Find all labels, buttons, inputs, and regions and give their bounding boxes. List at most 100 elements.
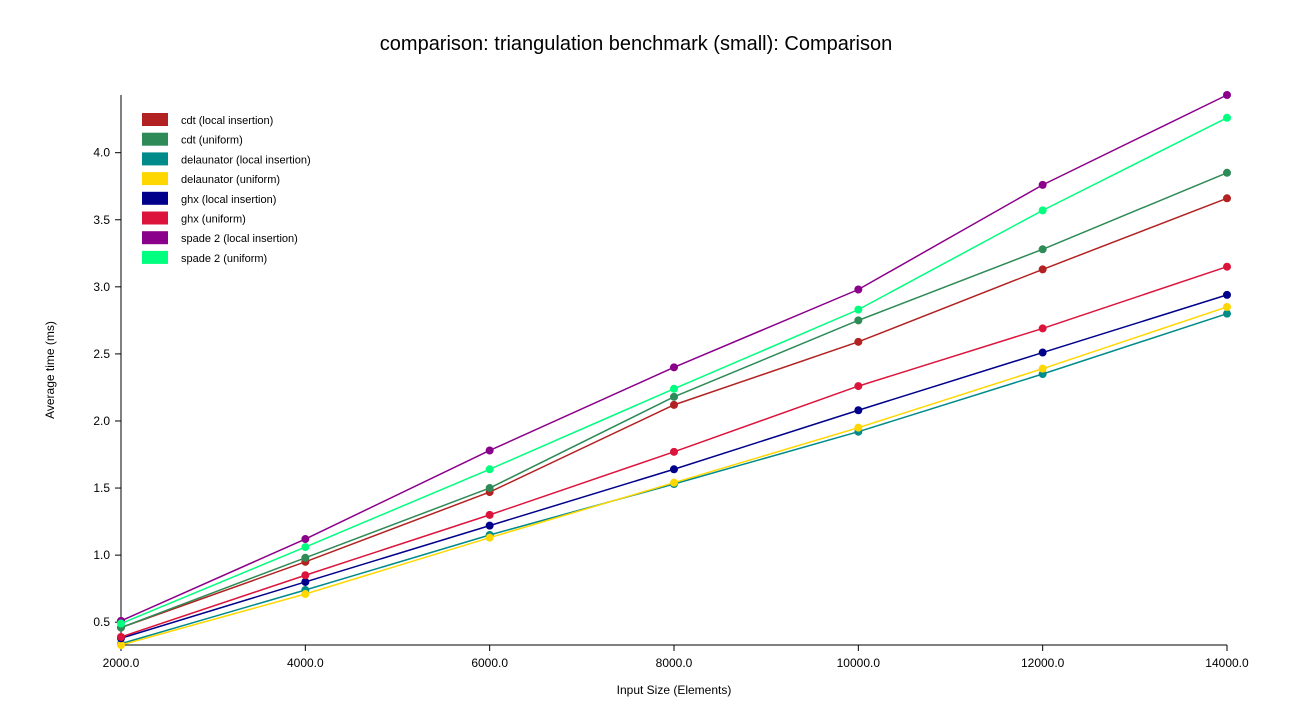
data-point [1223,302,1231,311]
data-point [1223,113,1231,122]
data-point [485,446,494,455]
legend-swatch [142,231,168,245]
series-spade-2-local-insertion- [117,91,1231,625]
data-point [1038,180,1047,189]
x-tick-label: 6000.0 [471,656,508,670]
y-axis-label: Average time (ms) [43,321,57,419]
data-point [670,447,678,456]
legend-label: ghx (uniform) [181,214,246,226]
data-point [1223,91,1231,99]
legend-item: ghx (local insertion) [142,191,276,206]
legend: cdt (local insertion) cdt (uniform) delaun… [142,113,311,265]
data-point [1038,324,1047,333]
series-ghx-uniform- [117,262,1231,641]
x-tick-label: 14000.0 [1205,656,1249,670]
legend-swatch [142,191,168,205]
legend-swatch [142,152,168,166]
series-cdt-uniform- [117,168,1231,632]
data-point [301,535,310,544]
legend-swatch [142,113,168,126]
legend-label: delaunator (uniform) [181,174,280,186]
data-point [1038,206,1047,215]
data-point [670,478,678,487]
y-tick-label: 3.5 [93,213,110,227]
data-point [854,406,863,415]
data-point [854,285,863,294]
data-point [670,384,678,393]
legend-item: cdt (uniform) [142,132,243,147]
data-point [1038,364,1047,373]
y-tick-label: 2.5 [93,347,110,361]
x-tick-label: 10000.0 [837,656,881,670]
legend-item: ghx (uniform) [142,211,246,226]
legend-swatch [142,211,168,225]
chart-title: comparison: triangulation benchmark (sma… [380,33,892,55]
data-point [117,619,125,628]
series-delaunator-local-insertion- [117,309,1231,648]
series-delaunator-uniform- [117,302,1231,649]
y-tick-label: 1.5 [93,481,110,495]
data-point [670,465,678,474]
data-point [117,632,125,641]
y-axis: 0.5 1.0 1.5 2.0 2.5 3.0 3.5 4.0 [93,95,122,645]
data-point [1038,245,1047,254]
data-point [1223,309,1231,318]
legend-item: spade 2 (local insertion) [142,231,298,245]
data-point [670,400,678,409]
series-line [120,94,1228,622]
x-tick-label: 4000.0 [287,656,324,670]
data-point [1038,348,1047,357]
data-point [301,577,310,586]
data-point [117,641,125,649]
data-point [485,484,494,493]
series-line [120,306,1228,646]
data-point [301,543,310,552]
legend-label: cdt (local insertion) [181,115,273,127]
legend-swatch [142,172,168,186]
data-point [854,337,863,346]
data-point [301,553,310,562]
data-point [670,363,678,372]
y-tick-label: 3.0 [93,280,110,294]
legend-item: delaunator (local insertion) [142,152,311,166]
legend-label: spade 2 (uniform) [181,253,267,265]
legend-swatch [142,250,168,264]
series-layer [117,91,1231,649]
data-point [485,465,494,474]
legend-label: spade 2 (local insertion) [181,233,298,245]
y-tick-label: 2.0 [93,414,110,428]
data-point [485,510,494,519]
data-point [854,382,863,391]
data-point [301,590,310,599]
y-tick-label: 4.0 [93,146,110,160]
legend-label: cdt (uniform) [181,135,243,147]
x-tick-label: 8000.0 [656,656,693,670]
legend-label: ghx (local insertion) [181,194,276,206]
x-axis: 2000.0 4000.0 6000.0 8000.0 10000.0 12000.0 14… [103,644,1249,670]
y-tick-label: 0.5 [93,615,110,629]
data-point [485,533,494,542]
data-point [485,521,494,530]
data-point [854,423,863,432]
series-spade-2-uniform- [117,113,1231,628]
legend-label: delaunator (local insertion) [181,154,311,166]
legend-item: cdt (local insertion) [142,113,273,127]
data-point [670,392,678,401]
series-ghx-local-insertion- [117,290,1231,643]
data-point [1223,194,1231,203]
x-axis-label: Input Size (Elements) [617,683,732,697]
data-point [301,571,310,580]
legend-item: spade 2 (uniform) [142,250,267,265]
series-line [120,197,1228,629]
data-point [1223,290,1231,299]
x-tick-label: 12000.0 [1021,656,1065,670]
legend-swatch [142,132,168,146]
data-point [854,316,863,325]
data-point [1038,265,1047,274]
data-point [1223,262,1231,271]
x-tick-label: 2000.0 [103,656,140,670]
data-point [854,305,863,314]
y-tick-label: 1.0 [93,548,110,562]
data-point [1223,168,1231,177]
